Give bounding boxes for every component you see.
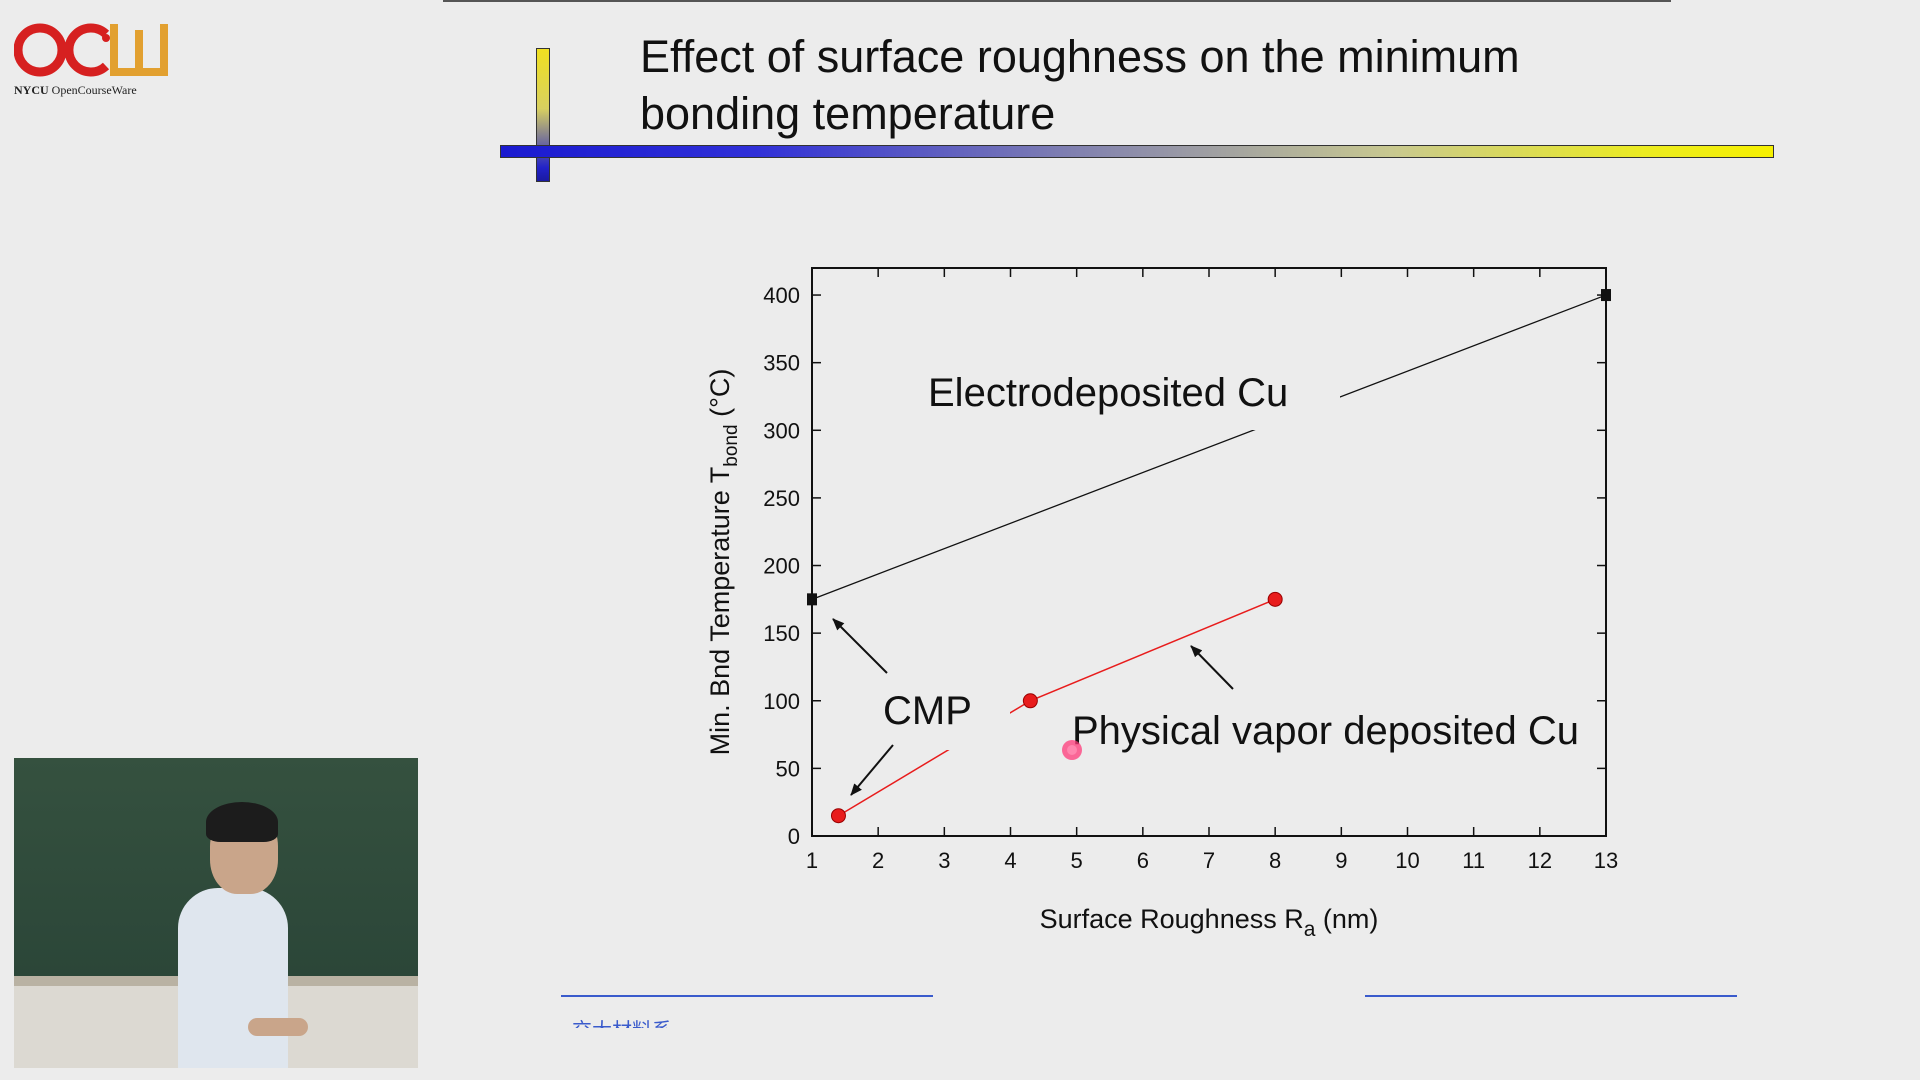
y-tick-label: 250: [763, 486, 800, 511]
x-tick-label: 13: [1594, 848, 1618, 873]
footer-line-right: [1365, 995, 1737, 997]
footer-line-left: [561, 995, 933, 997]
cmp-arrow-upper: [832, 618, 888, 674]
title-horizontal-accent-bar: [500, 145, 1774, 158]
y-tick-label: 150: [763, 621, 800, 646]
y-tick-label: 100: [763, 689, 800, 714]
ocw-logo-mark: [13, 23, 168, 77]
x-tick-label: 12: [1528, 848, 1552, 873]
y-tick-label: 0: [788, 824, 800, 849]
x-tick-label: 9: [1335, 848, 1347, 873]
data-point-circle: [1267, 591, 1283, 607]
slide-title-line1: Effect of surface roughness on the minim…: [640, 31, 1520, 82]
label-mask: [1130, 362, 1340, 430]
laser-pointer-core: [1067, 745, 1077, 755]
top-rule: [443, 0, 1671, 2]
lecturer-hair: [206, 802, 278, 842]
ocw-logo: NYCU OpenCourseWare: [13, 18, 174, 100]
data-point-circle: [830, 808, 846, 824]
logo-caption: NYCU OpenCourseWare: [14, 83, 137, 97]
y-tick-label: 300: [763, 418, 800, 443]
x-tick-label: 2: [872, 848, 884, 873]
x-tick-label: 3: [938, 848, 950, 873]
data-point-square: [807, 593, 817, 606]
data-point-circle: [1022, 693, 1038, 709]
pvd-arrow: [1190, 645, 1234, 690]
y-axis-label: Min. Bnd Temperature Tbond (°C): [705, 369, 742, 756]
lecturer-body: [178, 888, 288, 1068]
footer-text: 交大材料系: [572, 1018, 672, 1028]
label-mask: [930, 680, 1010, 750]
x-tick-label: 10: [1395, 848, 1419, 873]
y-tick-label: 400: [763, 283, 800, 308]
cmp-arrow-lower: [850, 744, 894, 796]
lecturer-video: [14, 758, 418, 1068]
x-tick-label: 8: [1269, 848, 1281, 873]
x-tick-label: 6: [1137, 848, 1149, 873]
y-tick-label: 350: [763, 351, 800, 376]
x-axis-label: Surface Roughness Ra (nm): [1040, 904, 1379, 941]
slide-title-line2: bonding temperature: [640, 88, 1056, 139]
y-tick-label: 50: [776, 756, 800, 781]
x-tick-label: 7: [1203, 848, 1215, 873]
x-tick-label: 4: [1004, 848, 1016, 873]
slide-title: Effect of surface roughness on the minim…: [640, 28, 1640, 142]
y-tick-label: 200: [763, 554, 800, 579]
x-tick-label: 5: [1071, 848, 1083, 873]
annotation-physical-vapor-deposited-cu: Physical vapor deposited Cu: [1072, 709, 1579, 753]
x-tick-label: 11: [1462, 848, 1485, 873]
series-line-0: [811, 294, 1607, 600]
annotation-electrodeposited-cu: Electrodeposited Cu: [928, 371, 1288, 415]
lecturer-arm: [248, 1018, 308, 1036]
label-mask: [1050, 700, 1610, 758]
x-tick-label: 1: [806, 848, 818, 873]
annotation-cmp: CMP: [883, 689, 972, 733]
